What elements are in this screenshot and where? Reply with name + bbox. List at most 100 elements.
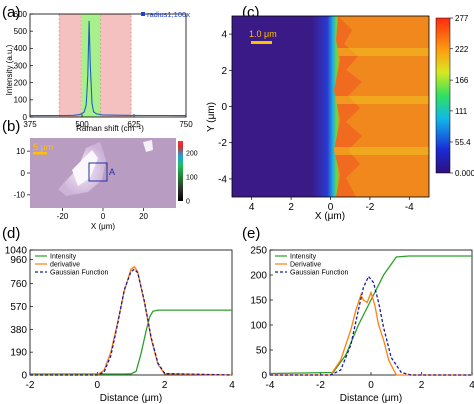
panel-d-y-tick-label-2: 380 xyxy=(10,325,27,336)
panel-e-series-0-line xyxy=(269,255,472,375)
panel-a-y-tick-label-1: 100 xyxy=(14,96,28,105)
panel-c-y-tick-label-2: 0 xyxy=(221,102,227,113)
panel-c-colorbar-ticks: 277 222 166 111 55.4 0.000 xyxy=(450,14,474,178)
panel-b-flake-bright xyxy=(72,150,98,186)
panel-d-y-tick-label-5: 960 xyxy=(10,255,27,266)
panel-c-axes: 4 2 0 -2 -4 4 2 0 -2 -4 xyxy=(218,30,414,213)
panel-e-x-tick-label-1: -2 xyxy=(316,380,325,391)
panel-b-x-tick-label-0: -20 xyxy=(57,212,69,221)
panel-b-x-axis-label: X (μm) xyxy=(91,222,115,231)
panel-a-x-tick-label-0: 375 xyxy=(23,120,37,129)
panel-e-y-tick-label-5: 250 xyxy=(250,246,267,257)
panel-e-y-tick-label-0: 0 xyxy=(261,371,267,382)
panel-e-legend-label-0: Intensity xyxy=(290,254,317,261)
panel-e-x-tick-label-0: -4 xyxy=(266,380,275,391)
panel-b-colorbar-label-2: 200 xyxy=(186,151,198,158)
panel-c-y-tick-label-1: 2 xyxy=(221,66,227,77)
panel-c-edge xyxy=(312,16,340,197)
panel-c-x-tick-label-4: -4 xyxy=(405,202,414,213)
panel-a-legend-swatch xyxy=(141,12,145,16)
panel-b-colorbar-label-0: 0 xyxy=(186,199,190,206)
panel-a-y-tick-label-5: 500 xyxy=(14,27,28,36)
panel-d-plot-area: -2 0 2 401903805707609601040Intensityderiva… xyxy=(5,246,235,392)
panel-e-x-axis-label: Distance (μm) xyxy=(340,393,402,404)
panel-b-flake-small xyxy=(143,140,153,152)
panel-c-y-tick-label-0: 4 xyxy=(221,30,227,41)
panel-c-colorbar: 277 222 166 111 55.4 0.000 xyxy=(435,14,474,178)
panel-d-series-1-line xyxy=(30,265,233,376)
panel-c-colorbar-label-0: 277 xyxy=(455,14,469,23)
panel-c-scale-bar xyxy=(251,41,272,44)
panel-d-legend-label-2: Gaussian Function xyxy=(50,270,108,277)
panel-d: (d) -2 0 2 401903805707609601040Intensityde… xyxy=(2,225,235,404)
panel-e-series-1-line xyxy=(270,290,472,376)
panel-c-colorbar-label-4: 55.4 xyxy=(455,138,471,147)
panel-c-map: 1.0 μm xyxy=(231,15,430,198)
panel-b-scale-bar xyxy=(33,152,47,155)
panel-d-y-tick-label-4: 760 xyxy=(10,279,27,290)
panel-c-x-tick-label-3: -2 xyxy=(365,202,374,213)
panel-a-shaded-region-2 xyxy=(100,13,132,118)
panel-d-series-0-line xyxy=(30,309,232,375)
panel-c-y-tick-label-4: -4 xyxy=(218,174,227,185)
panel-a-x-tick-label-3: 750 xyxy=(179,120,193,129)
panel-a-y-tick-label-2: 200 xyxy=(14,78,28,87)
panel-a-legend: radius1,100x xyxy=(141,10,190,19)
panel-c-stripe-3 xyxy=(332,147,429,155)
panel-a-y-tick-label-6: 600 xyxy=(14,10,28,19)
panel-a-y-tick-label-0: 0 xyxy=(23,113,28,122)
panel-e-y-tick-label-4: 200 xyxy=(250,271,267,282)
panel-c-x-tick-label-1: 2 xyxy=(288,202,294,213)
panel-d-x-tick-label-0: -2 xyxy=(26,380,35,391)
panel-c-colorbar-label-2: 166 xyxy=(455,76,469,85)
panel-e-y-tick-label-3: 150 xyxy=(250,296,267,307)
panel-d-axes-frame xyxy=(29,249,233,376)
panel-c-x-tick-label-0: 4 xyxy=(249,202,255,213)
panel-e-legend-label-1: Derivative xyxy=(290,262,321,269)
panel-c-colorbar-label-5: 0.000 xyxy=(455,169,474,178)
panel-d-y-tick-label-6: 1040 xyxy=(5,246,28,257)
panel-b-marker-label: A xyxy=(109,167,115,177)
panel-a: (a) 375 500 625 750 0 100 200 300 400 500 600 Inte… xyxy=(2,4,193,133)
panel-c-colorbar-scale xyxy=(435,17,451,174)
panel-a-shaded-region-0 xyxy=(58,13,82,118)
panel-e-y-tick-label-2: 100 xyxy=(250,321,267,332)
panel-a-y-tick-label-3: 300 xyxy=(14,61,28,70)
panel-c-x-axis-label: X (μm) xyxy=(315,211,345,222)
panel-d-series-2-line xyxy=(30,268,233,376)
panel-d-legend-label-1: derivative xyxy=(50,262,80,269)
panel-a-series-0-line xyxy=(30,20,187,117)
panel-d-x-tick-label-1: 0 xyxy=(95,380,101,391)
panel-c-scale-label: 1.0 μm xyxy=(249,29,277,39)
panel-b-y-tick-label-0: -10 xyxy=(13,191,25,200)
panel-e-label: (e) xyxy=(242,225,260,242)
panel-b-selection-box xyxy=(88,162,108,182)
panel-b-scale-label: 5 μm xyxy=(33,142,53,152)
panel-e-x-tick-label-4: 4 xyxy=(469,380,474,391)
panel-b-y-tick-label-2: 10 xyxy=(16,147,25,156)
panel-b-colorbar-ticks: 0 100 200 xyxy=(186,151,198,206)
panel-b-axes: -20 0 20 -10 0 10 xyxy=(13,147,148,221)
panel-d-y-tick-label-1: 190 xyxy=(10,348,27,359)
panel-b-x-tick-label-2: 20 xyxy=(139,212,148,221)
panel-b-x-tick-label-1: 0 xyxy=(101,212,106,221)
panel-a-label: (a) xyxy=(2,4,20,21)
panel-b-optical-image: A 5 μm xyxy=(30,138,176,208)
panel-d-y-tick-label-0: 0 xyxy=(21,371,27,382)
panel-b-y-tick-label-1: 0 xyxy=(21,169,26,178)
panel-b-colorbar: 0 100 200 xyxy=(178,141,198,206)
panel-a-x-axis-label: Raman shift (cm⁻¹) xyxy=(76,124,144,133)
panel-d-y-tick-label-3: 570 xyxy=(10,302,27,313)
panel-a-shaded-region-1 xyxy=(81,14,101,117)
panel-b-label: (b) xyxy=(2,118,20,135)
panel-a-x-tick-label-1: 500 xyxy=(75,120,89,129)
panel-c-x-tick-label-2: 0 xyxy=(328,202,334,213)
panel-e-legend-label-2: Gaussian Function xyxy=(290,270,348,277)
panel-d-label: (d) xyxy=(2,225,20,242)
panel-c-y-axis-label: Y (μm) xyxy=(206,102,217,132)
panel-c-stripe-2 xyxy=(332,96,429,104)
panel-e-x-tick-label-2: 0 xyxy=(368,380,374,391)
panel-c-colorbar-label-3: 111 xyxy=(455,107,468,116)
